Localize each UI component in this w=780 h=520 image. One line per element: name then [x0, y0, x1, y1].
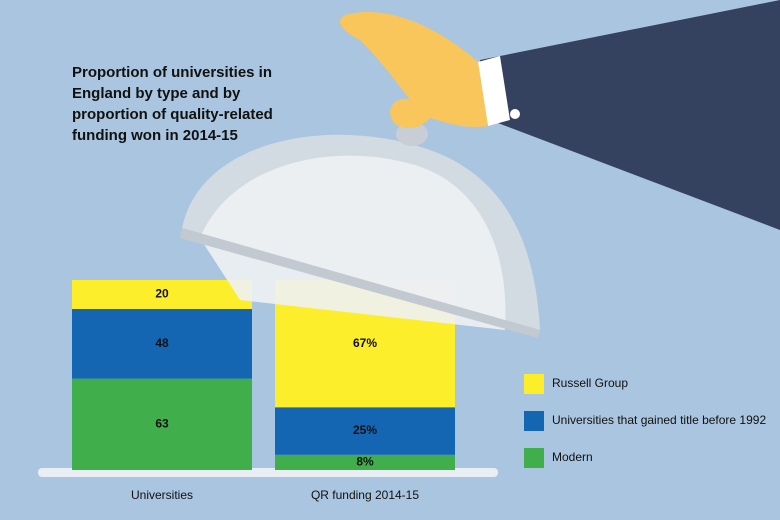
hand: [340, 0, 780, 230]
bar-segment: [72, 378, 252, 470]
data-label: 67%: [353, 336, 377, 350]
legend-label: Universities that gained title before 19…: [552, 413, 766, 427]
legend-swatch: [524, 374, 544, 394]
legend-swatch: [524, 448, 544, 468]
plate: [38, 468, 498, 477]
chart-title: Proportion of universities in England by…: [72, 64, 273, 144]
data-label: 63: [155, 416, 169, 430]
legend-label: Modern: [552, 450, 593, 464]
bar-segment: [275, 454, 455, 470]
legend-label: Russell Group: [552, 376, 628, 390]
bar-segment: [72, 309, 252, 379]
x-tick-label: QR funding 2014-15: [311, 488, 419, 502]
data-label: 25%: [353, 423, 377, 437]
bar-segment: [275, 407, 455, 455]
data-label: 8%: [356, 455, 374, 469]
data-label: 20: [155, 287, 169, 301]
cloche: [180, 122, 540, 338]
data-label: 48: [155, 336, 169, 350]
legend-swatch: [524, 411, 544, 431]
bar-segment: [72, 280, 252, 310]
x-tick-label: Universities: [131, 488, 193, 502]
